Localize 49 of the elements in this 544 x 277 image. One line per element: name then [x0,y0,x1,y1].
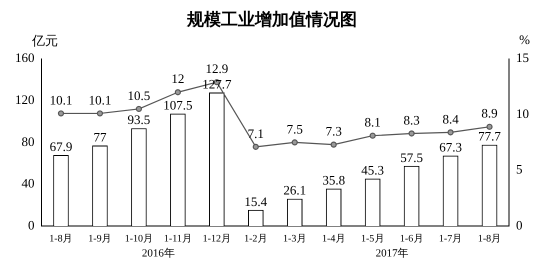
x-tick-label: 1-11月 [164,234,192,245]
x-tick-label: 1-8月 [49,234,73,245]
chart-title: 规模工业增加值情况图 [186,9,358,32]
x-tick-label: 1-6月 [400,234,424,245]
x-tick-label: 1-10月 [124,234,154,245]
data-label: 26.1 [283,182,306,198]
y2-axis-title: % [519,32,530,48]
data-label: 10.1 [50,92,72,108]
y2-tick-label: 0 [516,217,522,232]
x-tick-label: 1-5月 [360,234,384,245]
data-label: 8.4 [442,111,460,126]
x-tick-label: 1-8月 [478,234,502,245]
x-tick-label: 1-3月 [283,234,306,245]
data-label: 12.9 [205,61,228,76]
data-label: 10.5 [128,88,150,103]
data-label: 67.9 [50,138,72,154]
data-label: 77 [93,129,107,144]
data-label: 107.5 [163,98,192,113]
data-label: 7.3 [326,124,342,139]
data-label: 35.8 [322,172,346,188]
data-label: 7.1 [248,126,264,141]
x-tick-label: 1-4月 [322,234,346,245]
data-label: 8.9 [481,106,498,121]
data-label: 15.4 [244,194,268,209]
data-label: 77.7 [478,128,502,144]
x-tick-label: 1-7月 [438,234,462,245]
data-label: 10.1 [88,92,112,108]
x-tick-label: 1-12月 [202,234,231,245]
y2-tick-label: 15 [516,50,529,66]
data-label: 12 [171,71,184,86]
y-tick-label: 80 [22,134,34,149]
y-axis-title: 亿元 [32,32,58,48]
data-label: 7.5 [286,121,303,136]
y-tick-label: 40 [22,176,34,191]
text: 2017年 [376,247,409,260]
data-label: 57.5 [400,150,423,165]
x-tick-label: 1-2月 [244,234,268,245]
y-tick-label: 120 [15,92,34,108]
data-label: 8.3 [403,112,420,128]
text: 2016年 [142,247,175,260]
data-label: 67.3 [439,140,462,155]
y-tick-label: 0 [28,217,34,232]
data-label: 45.3 [361,162,384,178]
y2-tick-label: 10 [516,106,529,121]
y2-tick-label: 5 [516,162,522,177]
data-label: 93.5 [128,112,150,128]
x-tick-label: 1-9月 [88,234,112,245]
data-label: 8.1 [364,114,381,130]
y-tick-label: 160 [15,50,34,66]
